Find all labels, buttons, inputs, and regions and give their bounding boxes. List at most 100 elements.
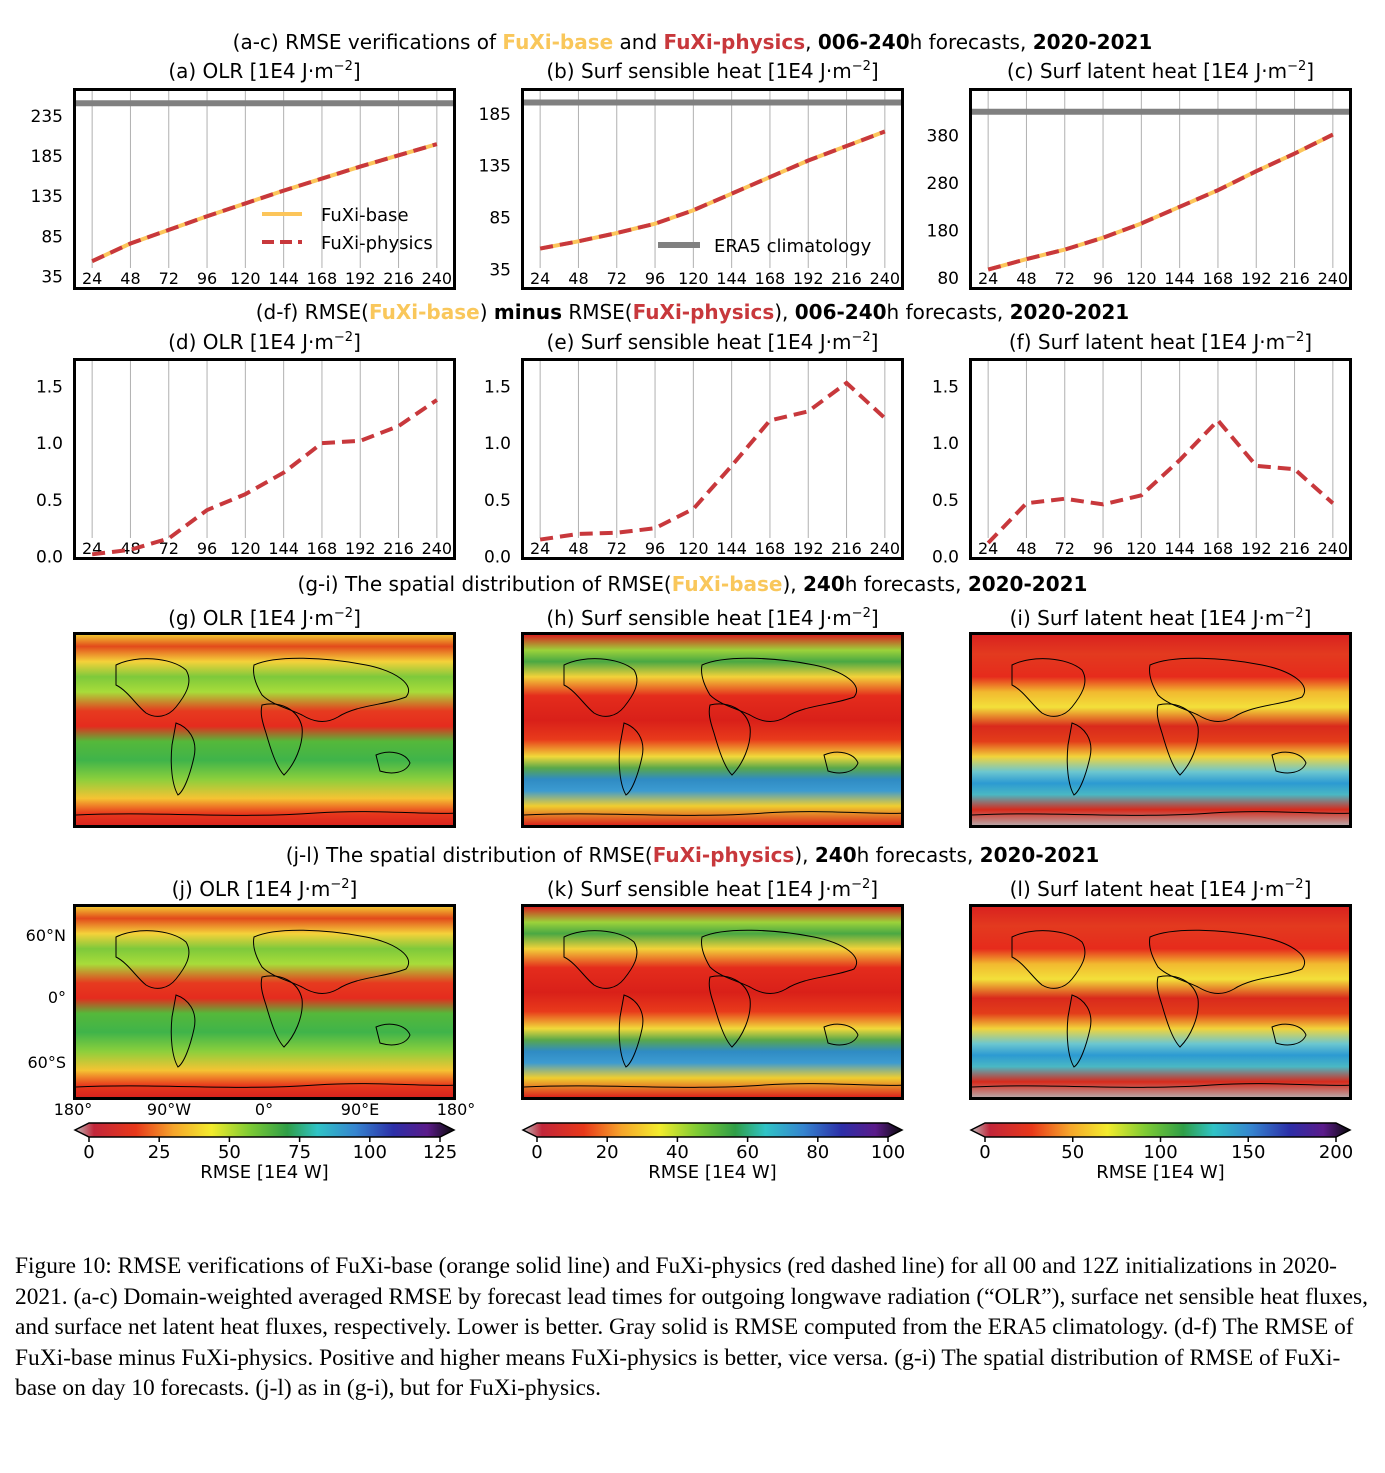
y-tick-label: 180 (927, 222, 959, 242)
coastline-outline (972, 657, 1349, 816)
colorbar-tick-label: 0 (83, 1142, 94, 1163)
axes-frame (521, 88, 904, 290)
x-tick-label: 120 (1126, 269, 1157, 288)
x-tick-label: 168 (755, 269, 786, 288)
x-tick-label: 96 (1093, 269, 1113, 288)
y-tick-label: 0.5 (484, 491, 511, 511)
colorbar-tick-label: 100 (871, 1142, 905, 1163)
colorbar-tick-label: 0 (979, 1142, 990, 1163)
colorbar-tick-label: 125 (423, 1142, 457, 1163)
y-tick-label: 135 (31, 187, 63, 207)
colorbar-label-2: RMSE [1E4 W] (648, 1162, 777, 1183)
colorbar-strip (969, 1122, 1352, 1138)
y-tick-label: 0.5 (932, 491, 959, 511)
colorbar-tick-label: 0 (531, 1142, 542, 1163)
axes-frame (73, 88, 456, 290)
x-tick-label: 48 (1016, 269, 1036, 288)
x-tick-label: 120 (678, 269, 709, 288)
x-tick-label: 168 (1203, 269, 1234, 288)
x-tick-label: 192 (345, 269, 376, 288)
row-title-jl: (j-l) The spatial distribution of RMSE(F… (285, 843, 1100, 867)
figure-caption: Figure 10: RMSE verifications of FuXi-ba… (15, 1253, 1368, 1401)
x-tick-label: 240 (870, 269, 901, 288)
y-tick-label: 280 (927, 174, 959, 194)
y-tick-label: 1.0 (932, 434, 959, 454)
x-tick-label: 120 (230, 269, 261, 288)
panel-title-i: (i) Surf latent heat [1E4 J·m−2] (1009, 606, 1312, 630)
x-tick-label: 240 (870, 539, 901, 558)
x-tick-label: 48 (568, 269, 588, 288)
x-tick-label: 96 (197, 539, 217, 558)
lat-tick-label: 0° (47, 988, 66, 1007)
legend-a: FuXi-base FuXi-physics (262, 205, 433, 254)
y-tick-label: 185 (31, 147, 63, 167)
chart-f: 24 48 72 96 120 144 168 192 216 240 0.0 0.5 1.0 1.5 (932, 358, 1352, 568)
x-tick-label: 192 (1241, 269, 1272, 288)
x-tick-label: 240 (422, 269, 453, 288)
x-tick-label: 216 (1279, 269, 1310, 288)
x-tick-label: 240 (1318, 269, 1349, 288)
x-tick-label: 144 (268, 269, 299, 288)
x-tick-label: 144 (1164, 539, 1195, 558)
x-tick-label: 216 (1279, 539, 1310, 558)
plot-area (73, 88, 456, 290)
chart-c: 24 48 72 96 120 144 168 192 216 240 80 180 280 380 (927, 88, 1352, 290)
y-tick-label: 135 (479, 157, 511, 177)
x-tick-label: 216 (383, 539, 414, 558)
colorbar-tick-label: 60 (736, 1142, 759, 1163)
y-tick-label: 380 (927, 127, 959, 147)
panel-title-f: (f) Surf latent heat [1E4 J·m−2] (1008, 330, 1313, 354)
colorbar-3: 0 50 100 150 200 (969, 1122, 1353, 1163)
row-title-gi: (g-i) The spatial distribution of RMSE(F… (297, 572, 1088, 596)
coastline-outline (76, 657, 453, 816)
colorbar-tick-label: 75 (288, 1142, 311, 1163)
x-tick-label: 96 (645, 539, 665, 558)
panel-title-b: (b) Surf sensible heat [1E4 J·m−2] (546, 59, 879, 83)
axes-frame (73, 358, 456, 560)
colorbar-tick-label: 20 (596, 1142, 619, 1163)
map-k (521, 904, 904, 1100)
series-fuxi-physics (91, 142, 438, 263)
map-h (521, 632, 904, 828)
legend-label-era5: ERA5 climatology (714, 236, 872, 257)
x-tick-label: 168 (307, 269, 338, 288)
colorbar-2: 0 20 40 60 80 100 (521, 1122, 905, 1163)
colorbar-tick-label: 25 (148, 1142, 171, 1163)
panel-title-h: (h) Surf sensible heat [1E4 J·m−2] (546, 606, 879, 630)
y-tick-label: 80 (937, 269, 959, 289)
axes-frame (521, 358, 904, 560)
axes-frame (969, 88, 1352, 290)
chart-e: 24 48 72 96 120 144 168 192 216 240 0.0 0.5 1.0 1.5 (484, 358, 904, 568)
colorbar-tick-label: 100 (353, 1142, 387, 1163)
lat-tick-label: 60°N (25, 926, 66, 945)
lon-tick-label: 180° (53, 1100, 93, 1119)
row-title-ac: (a-c) RMSE verifications of FuXi-base an… (232, 30, 1153, 54)
x-tick-label: 120 (678, 539, 709, 558)
legend-b: ERA5 climatology (658, 236, 872, 257)
y-tick-label: 35 (489, 260, 511, 280)
series-fuxi-physics (91, 398, 438, 557)
x-tick-label: 144 (268, 539, 299, 558)
x-tick-label: 216 (831, 539, 862, 558)
x-tick-label: 72 (159, 269, 179, 288)
map-i (969, 632, 1352, 828)
x-tick-label: 144 (716, 539, 747, 558)
panel-title-g: (g) OLR [1E4 J·m−2] (168, 606, 361, 630)
x-tick-label: 144 (1164, 269, 1195, 288)
series-fuxi-physics (539, 129, 886, 251)
colorbar-1: 0 25 50 75 100 125 (73, 1122, 457, 1163)
x-tick-label: 192 (1241, 539, 1272, 558)
colorbars: 0 25 50 75 100 125 0 20 40 60 80 100 0 50 100 150 200 (73, 1122, 1353, 1163)
x-tick-label: 72 (1055, 539, 1075, 558)
x-tick-label: 216 (383, 269, 414, 288)
map-l (969, 904, 1352, 1100)
colorbar-tick-label: 50 (1061, 1142, 1084, 1163)
colorbar-tick-label: 200 (1319, 1142, 1353, 1163)
x-tick-label: 168 (755, 539, 786, 558)
y-tick-label: 0.0 (932, 548, 959, 568)
series-fuxi-physics (987, 132, 1334, 272)
y-tick-label: 85 (41, 227, 63, 247)
legend-label-fuxi-base: FuXi-base (321, 205, 409, 226)
x-tick-label: 48 (568, 539, 588, 558)
panel-title-c: (c) Surf latent heat [1E4 J·m−2] (1006, 59, 1315, 83)
